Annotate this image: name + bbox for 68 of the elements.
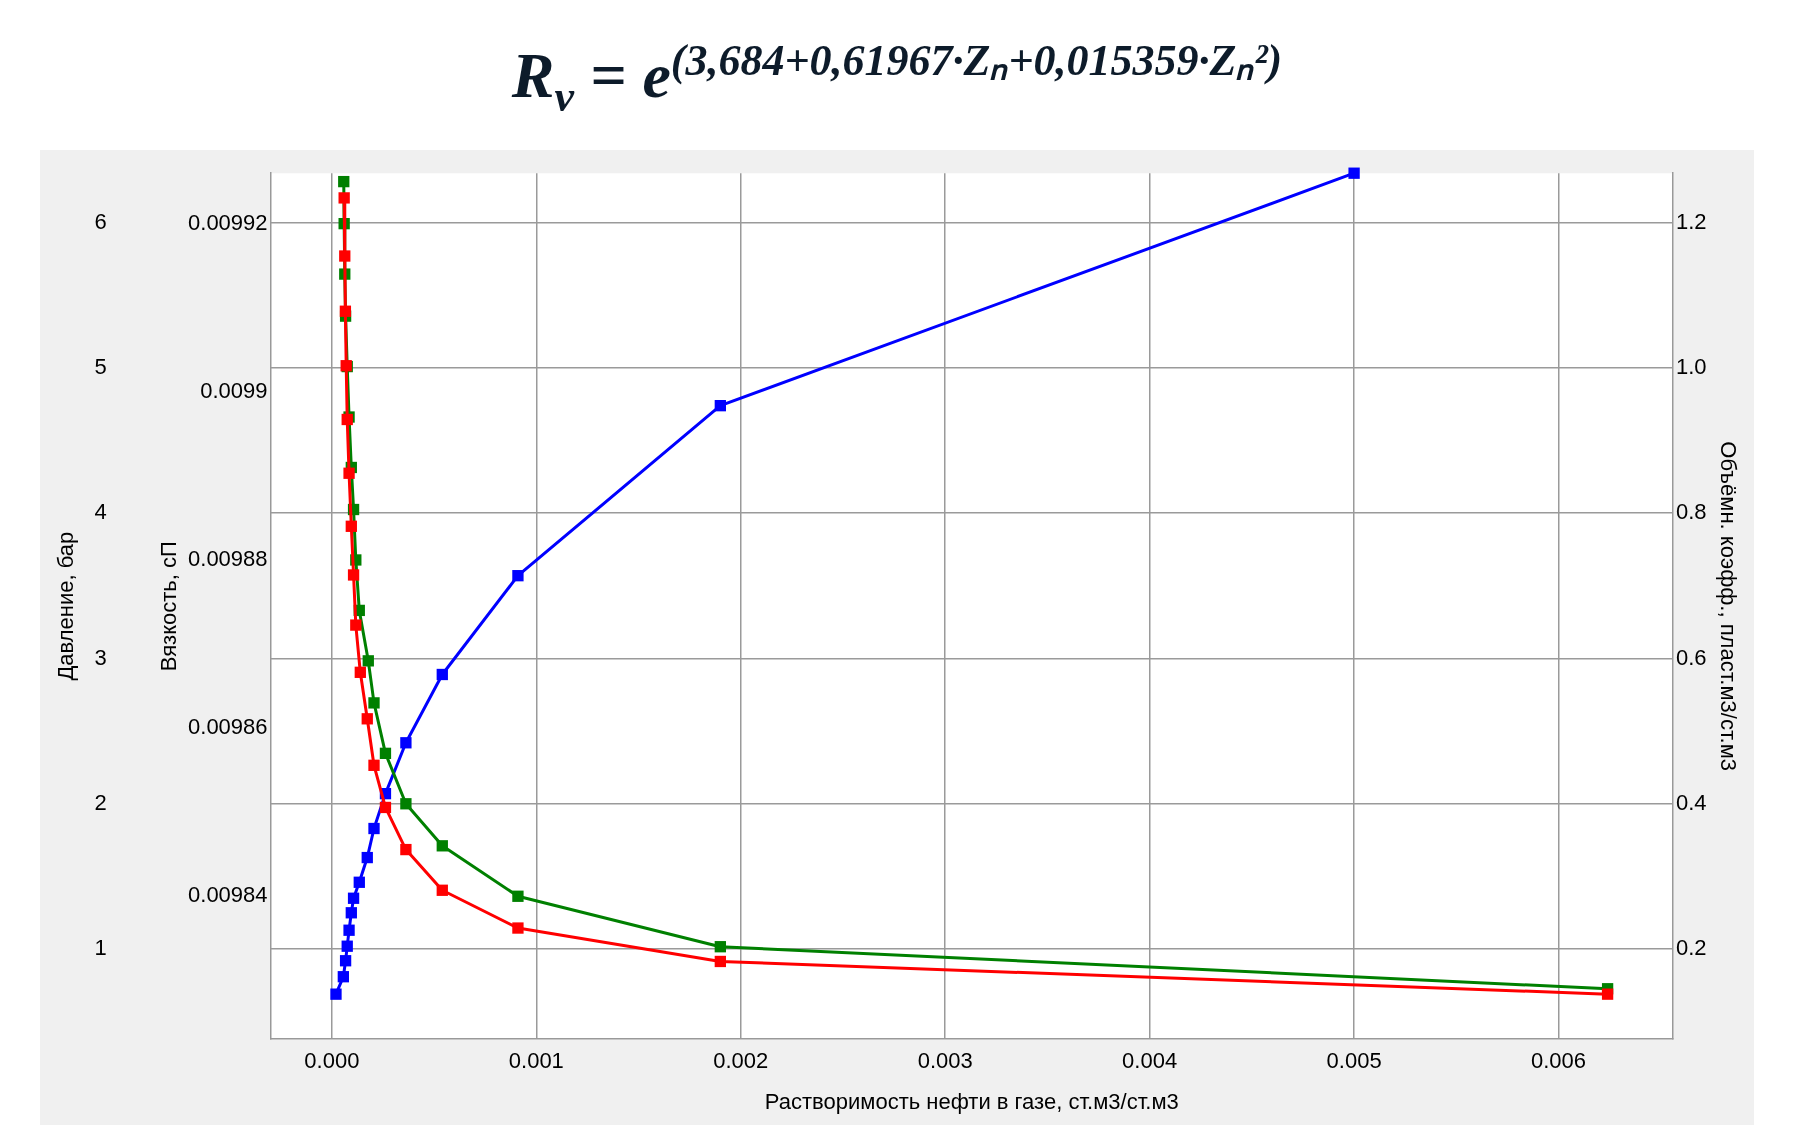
point bbox=[436, 884, 448, 896]
y3-tick-label: 0.2 bbox=[1676, 935, 1707, 961]
x-tick-label: 0.005 bbox=[1326, 1048, 1382, 1074]
point bbox=[368, 697, 380, 709]
point bbox=[400, 843, 412, 856]
y-tick-label: 2 bbox=[94, 789, 107, 815]
point bbox=[339, 305, 352, 317]
point bbox=[512, 922, 524, 934]
point bbox=[339, 955, 352, 967]
point bbox=[379, 801, 392, 814]
point bbox=[361, 851, 373, 864]
point bbox=[512, 890, 524, 902]
y-axis-title: Давление, бар bbox=[53, 531, 79, 681]
point bbox=[368, 822, 380, 835]
point bbox=[347, 569, 360, 581]
point bbox=[714, 955, 726, 968]
point bbox=[361, 713, 373, 725]
y3-axis-title: Объёмн. коэфф., пласт.м3/ст.м3 bbox=[1715, 441, 1741, 772]
y-tick-label: 5 bbox=[94, 353, 107, 379]
point bbox=[436, 840, 448, 852]
x-tick-label: 0.003 bbox=[917, 1048, 973, 1074]
x-tick-label: 0.000 bbox=[304, 1048, 360, 1074]
y2-axis-title: Вязкость, сП bbox=[155, 541, 181, 672]
y-tick-label: 1 bbox=[94, 935, 107, 961]
point bbox=[347, 892, 360, 904]
point bbox=[368, 759, 380, 771]
point bbox=[339, 250, 351, 262]
y3-tick-label: 0.4 bbox=[1676, 789, 1707, 815]
x-tick-label: 0.002 bbox=[713, 1048, 769, 1074]
point bbox=[343, 924, 355, 936]
point bbox=[330, 988, 342, 1000]
y2-tick-label: 0.00988 bbox=[188, 546, 268, 572]
point bbox=[400, 737, 412, 749]
x-axis-title: Растворимость нефти в газе, ст.м3/ст.м3 bbox=[764, 1088, 1179, 1114]
point bbox=[338, 175, 350, 188]
y2-tick-label: 0.00984 bbox=[188, 882, 268, 908]
point bbox=[362, 655, 374, 667]
point bbox=[338, 192, 350, 204]
point bbox=[379, 747, 392, 759]
y3-tick-label: 0.6 bbox=[1676, 644, 1707, 670]
y2-tick-label: 0.00986 bbox=[188, 714, 268, 740]
point bbox=[714, 400, 726, 412]
y-tick-label: 3 bbox=[94, 644, 107, 670]
point bbox=[512, 570, 524, 582]
y2-tick-label: 0.00992 bbox=[188, 209, 268, 235]
point bbox=[345, 520, 357, 532]
point bbox=[345, 907, 357, 919]
point bbox=[714, 941, 726, 953]
point bbox=[350, 619, 362, 631]
point bbox=[337, 971, 349, 983]
x-tick-label: 0.001 bbox=[508, 1048, 564, 1074]
y3-tick-label: 0.8 bbox=[1676, 499, 1707, 525]
point bbox=[343, 467, 355, 479]
point bbox=[1348, 167, 1360, 179]
point bbox=[354, 666, 366, 678]
point bbox=[1601, 988, 1614, 1000]
y3-tick-label: 1.0 bbox=[1676, 353, 1707, 379]
x-tick-label: 0.006 bbox=[1531, 1048, 1587, 1074]
chart-title: R$_{v}$ = e$^{(3,684+0,61967·Zₙ+0,015359·Zₙ²)}$ bbox=[511, 34, 1283, 123]
point bbox=[353, 876, 365, 888]
y-tick-label: 4 bbox=[94, 499, 107, 525]
y3-tick-label: 1.2 bbox=[1676, 208, 1707, 234]
point bbox=[436, 668, 448, 681]
point bbox=[341, 940, 353, 952]
y-tick-label: 6 bbox=[94, 208, 107, 234]
point bbox=[400, 798, 412, 810]
x-tick-label: 0.004 bbox=[1122, 1048, 1178, 1074]
y2-tick-label: 0.0099 bbox=[200, 377, 268, 403]
